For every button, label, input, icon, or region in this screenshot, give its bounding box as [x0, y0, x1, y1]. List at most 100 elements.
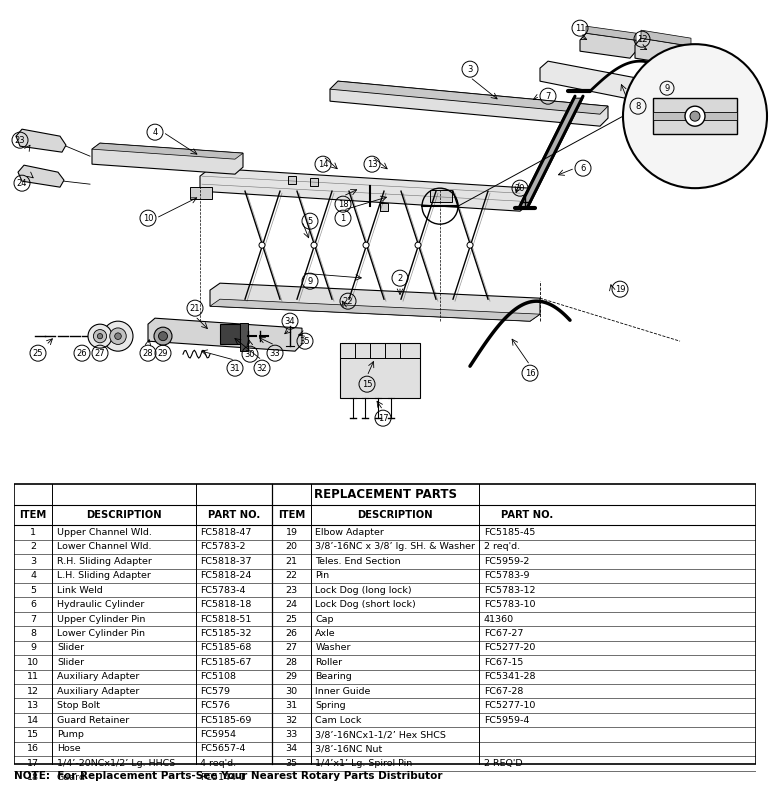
Text: FC5818-18: FC5818-18 [200, 600, 252, 609]
Text: 28: 28 [286, 658, 297, 667]
Text: Teles. End Section: Teles. End Section [315, 557, 401, 566]
Text: FC5959-2: FC5959-2 [484, 557, 529, 566]
Text: 4: 4 [30, 571, 36, 580]
Text: 8: 8 [635, 102, 641, 111]
Text: FC5657-4: FC5657-4 [200, 744, 246, 753]
Text: 35: 35 [300, 336, 310, 346]
Circle shape [103, 321, 133, 351]
Text: Cap: Cap [315, 614, 333, 623]
Text: 2 REQ'D: 2 REQ'D [484, 759, 522, 768]
Text: 18: 18 [27, 773, 39, 783]
Text: Hydraulic Cylinder: Hydraulic Cylinder [57, 600, 144, 609]
Text: FC5783-12: FC5783-12 [484, 586, 535, 595]
Text: FC5277-10: FC5277-10 [484, 701, 535, 710]
Polygon shape [635, 38, 691, 66]
Text: FC579: FC579 [200, 687, 230, 696]
Text: 31: 31 [286, 701, 297, 710]
Text: Washer: Washer [315, 643, 350, 653]
Text: 19: 19 [286, 528, 297, 537]
Text: REPLACEMENT PARTS: REPLACEMENT PARTS [313, 488, 457, 501]
Text: 15: 15 [362, 379, 372, 389]
Polygon shape [16, 129, 66, 152]
Text: Elbow Adapter: Elbow Adapter [315, 528, 384, 537]
Text: 7: 7 [30, 614, 36, 623]
Text: 24: 24 [286, 600, 297, 609]
Circle shape [88, 324, 112, 348]
Text: FC5783-4: FC5783-4 [200, 586, 246, 595]
Bar [340, 344, 420, 398]
Polygon shape [200, 168, 530, 211]
Text: 34: 34 [286, 744, 297, 753]
Polygon shape [641, 30, 691, 46]
Circle shape [363, 242, 369, 248]
Text: FC5818-51: FC5818-51 [200, 614, 252, 623]
Bar [190, 187, 212, 199]
Text: 3/8’-16NC x 3/8’ lg. SH. & Washer: 3/8’-16NC x 3/8’ lg. SH. & Washer [315, 543, 475, 552]
Text: FC5818-37: FC5818-37 [200, 557, 252, 566]
Polygon shape [580, 33, 636, 58]
Text: 25: 25 [33, 348, 43, 358]
Text: 29: 29 [286, 673, 297, 681]
Text: PART NO.: PART NO. [500, 510, 553, 520]
Text: 1: 1 [30, 528, 36, 537]
Polygon shape [330, 81, 608, 114]
Text: 5: 5 [307, 217, 313, 226]
Text: 6: 6 [581, 163, 586, 173]
Text: 27: 27 [286, 643, 297, 653]
Text: 13: 13 [367, 159, 377, 169]
Text: FC67-15: FC67-15 [484, 658, 523, 667]
Text: FC576: FC576 [200, 701, 230, 710]
Polygon shape [518, 98, 583, 208]
Circle shape [685, 106, 705, 126]
Circle shape [690, 111, 700, 121]
Text: 3/8’-16NC Nut: 3/8’-16NC Nut [315, 744, 383, 753]
Text: 12: 12 [27, 687, 39, 696]
Circle shape [154, 327, 172, 345]
Text: 1/4’x1’ Lg. Spirol Pin: 1/4’x1’ Lg. Spirol Pin [315, 759, 413, 768]
Text: 1: 1 [340, 214, 346, 222]
Polygon shape [92, 143, 243, 159]
Text: Spring: Spring [315, 701, 346, 710]
Text: FC5783-9: FC5783-9 [484, 571, 529, 580]
Text: FC67-27: FC67-27 [484, 629, 523, 638]
Polygon shape [330, 81, 608, 126]
Text: Upper Cylinder Pin: Upper Cylinder Pin [57, 614, 146, 623]
Text: 6: 6 [30, 600, 36, 609]
Text: 23: 23 [15, 135, 25, 145]
Text: FC5954: FC5954 [200, 730, 236, 739]
Text: 31: 31 [229, 363, 240, 373]
Text: 33: 33 [286, 730, 297, 739]
Text: ITEM: ITEM [278, 510, 305, 520]
Text: 21: 21 [286, 557, 297, 566]
Text: FC5783-2: FC5783-2 [200, 543, 246, 552]
Polygon shape [148, 318, 302, 351]
Text: 21: 21 [189, 304, 200, 312]
Polygon shape [18, 165, 64, 187]
Text: 9: 9 [307, 277, 313, 285]
Text: 18: 18 [338, 200, 348, 209]
Text: FC5185-69: FC5185-69 [200, 716, 252, 724]
Circle shape [97, 333, 102, 339]
Bar [380, 203, 388, 211]
Text: Guard: Guard [57, 773, 86, 783]
Text: 3/8’-16NCx1-1/2’ Hex SHCS: 3/8’-16NCx1-1/2’ Hex SHCS [315, 730, 446, 739]
Circle shape [159, 332, 168, 340]
Text: ITEM: ITEM [19, 510, 47, 520]
Text: FC5341-28: FC5341-28 [484, 673, 535, 681]
Text: 19: 19 [614, 285, 625, 293]
Text: FC67-28: FC67-28 [484, 687, 523, 696]
Text: 23: 23 [286, 586, 297, 595]
Text: FC5185-68: FC5185-68 [200, 643, 252, 653]
Text: 16: 16 [27, 744, 39, 753]
Circle shape [623, 44, 767, 188]
Bar [653, 98, 737, 134]
Polygon shape [210, 283, 540, 321]
Bar [310, 179, 318, 186]
Text: Lock Dog (long lock): Lock Dog (long lock) [315, 586, 412, 595]
Text: FC5818-47: FC5818-47 [200, 528, 252, 537]
Circle shape [311, 242, 317, 248]
Text: Slider: Slider [57, 658, 84, 667]
Text: Bearing: Bearing [315, 673, 352, 681]
Text: Lower Cylinder Pin: Lower Cylinder Pin [57, 629, 145, 638]
Text: 4: 4 [152, 128, 158, 136]
